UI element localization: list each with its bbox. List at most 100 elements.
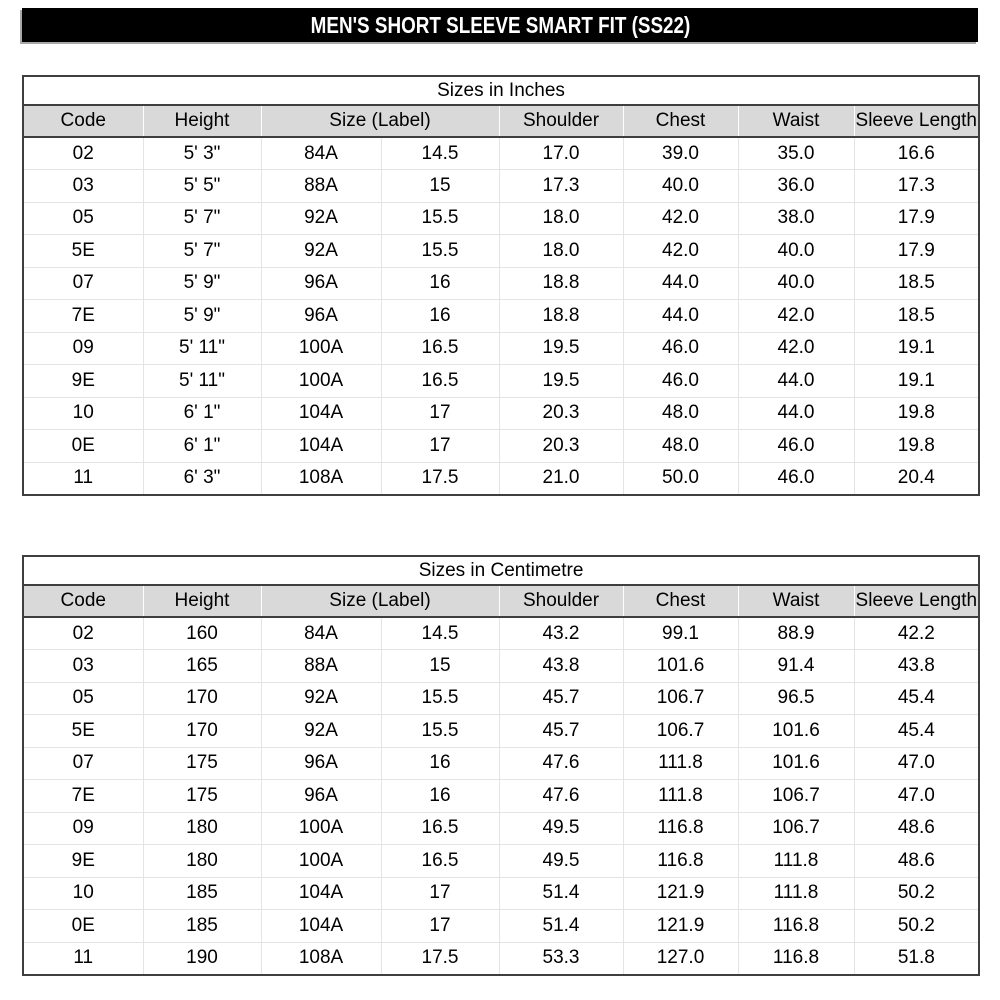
column-header-code: Code (23, 585, 143, 618)
cell: 20.4 (853, 461, 980, 495)
cell: 15 (380, 649, 500, 683)
cell: 88A (260, 169, 382, 203)
cell: 5' 7" (142, 201, 262, 235)
cell: 44.0 (622, 266, 739, 300)
cell: 111.8 (737, 876, 855, 910)
cell: 92A (260, 681, 382, 715)
column-header-waist: Waist (737, 105, 854, 138)
cell: 180 (142, 811, 262, 845)
column-header-shoulder: Shoulder (498, 105, 623, 138)
column-header-shoulder: Shoulder (498, 585, 623, 618)
cell: 18.5 (853, 299, 980, 333)
cell: 17.9 (853, 201, 980, 235)
cell: 47.0 (853, 779, 980, 813)
cell: 92A (260, 201, 382, 235)
column-header-sleeve-length: Sleeve Length (853, 585, 980, 618)
cell: 116.8 (737, 941, 855, 975)
cell: 88A (260, 649, 382, 683)
cell: 5' 3" (142, 136, 262, 170)
cell: 180 (142, 844, 262, 878)
cell: 45.7 (498, 681, 624, 715)
cell: 15.5 (380, 714, 500, 748)
cell: 35.0 (737, 136, 855, 170)
cell: 09 (22, 811, 144, 845)
cell: 44.0 (622, 299, 739, 333)
cell: 10 (22, 396, 144, 430)
cell: 5' 5" (142, 169, 262, 203)
cell: 48.6 (853, 844, 980, 878)
sizes-in-centimetre-table: Sizes in Centimetre Code Height Size (La… (22, 555, 981, 976)
cell: 20.3 (498, 429, 624, 463)
cell: 47.6 (498, 746, 624, 780)
cell: 5' 11" (142, 331, 262, 365)
table-row: 05 5' 7" 92A 15.5 18.0 42.0 38.0 17.9 (22, 201, 980, 235)
inches-table-body: 02 5' 3" 84A 14.5 17.0 39.0 35.0 16.6 03 5' 5" 88A… (22, 136, 980, 495)
cell: 50.2 (853, 876, 980, 910)
cell: 111.8 (622, 779, 739, 813)
cell: 5' 9" (142, 266, 262, 300)
cell: 104A (260, 876, 382, 910)
cell: 42.0 (737, 331, 855, 365)
cell: 43.2 (498, 616, 624, 650)
cell: 09 (22, 331, 144, 365)
cell: 53.3 (498, 941, 624, 975)
cell: 16.5 (380, 844, 500, 878)
cell: 07 (22, 746, 144, 780)
table-row: 10 185 104A 17 51.4 121.9 111.8 50.2 (22, 876, 980, 910)
cell: 42.0 (737, 299, 855, 333)
table-row: 02 5' 3" 84A 14.5 17.0 39.0 35.0 16.6 (22, 136, 980, 170)
cell: 100A (260, 331, 382, 365)
cell: 19.5 (498, 331, 624, 365)
cell: 18.0 (498, 234, 624, 268)
cell: 6' 1" (142, 429, 262, 463)
cell: 51.8 (853, 941, 980, 975)
cell: 45.7 (498, 714, 624, 748)
column-header-size-label: Size (Label) (260, 585, 499, 618)
cell: 106.7 (622, 714, 739, 748)
cell: 18.8 (498, 299, 624, 333)
cell: 51.4 (498, 876, 624, 910)
cell: 127.0 (622, 941, 739, 975)
cell: 17 (380, 396, 500, 430)
table-title-row: Sizes in Inches (23, 76, 980, 106)
cell: 48.6 (853, 811, 980, 845)
cell: 40.0 (622, 169, 739, 203)
cell: 05 (22, 201, 144, 235)
cell: 40.0 (737, 234, 855, 268)
table-row: 03 165 88A 15 43.8 101.6 91.4 43.8 (22, 649, 980, 683)
cell: 40.0 (737, 266, 855, 300)
cell: 19.8 (853, 429, 980, 463)
cell: 6' 1" (142, 396, 262, 430)
cell: 17.9 (853, 234, 980, 268)
cell: 48.0 (622, 429, 739, 463)
cell: 17.0 (498, 136, 624, 170)
cell: 14.5 (380, 136, 500, 170)
cell: 46.0 (622, 364, 739, 398)
cell: 6' 3" (142, 461, 262, 495)
cell: 44.0 (737, 364, 855, 398)
cell: 9E (22, 364, 144, 398)
cell: 116.8 (622, 844, 739, 878)
cell: 15.5 (380, 234, 500, 268)
cell: 185 (142, 876, 262, 910)
cell: 5E (22, 714, 144, 748)
cell: 16 (380, 779, 500, 813)
cell: 106.7 (737, 779, 855, 813)
cell: 116.8 (622, 811, 739, 845)
cell: 17 (380, 876, 500, 910)
cell: 96A (260, 779, 382, 813)
table-row: 07 175 96A 16 47.6 111.8 101.6 47.0 (22, 746, 980, 780)
table-row: 11 190 108A 17.5 53.3 127.0 116.8 51.8 (22, 941, 980, 975)
cell: 88.9 (737, 616, 855, 650)
cell: 47.0 (853, 746, 980, 780)
cell: 108A (260, 461, 382, 495)
cell: 106.7 (737, 811, 855, 845)
cell: 165 (142, 649, 262, 683)
cell: 185 (142, 909, 262, 943)
cell: 15 (380, 169, 500, 203)
table-title: Sizes in Centimetre (23, 556, 980, 586)
cell: 02 (22, 616, 144, 650)
cell: 17.3 (853, 169, 980, 203)
table-header-row: Code Height Size (Label) Shoulder Chest … (23, 585, 980, 618)
cell: 101.6 (737, 714, 855, 748)
